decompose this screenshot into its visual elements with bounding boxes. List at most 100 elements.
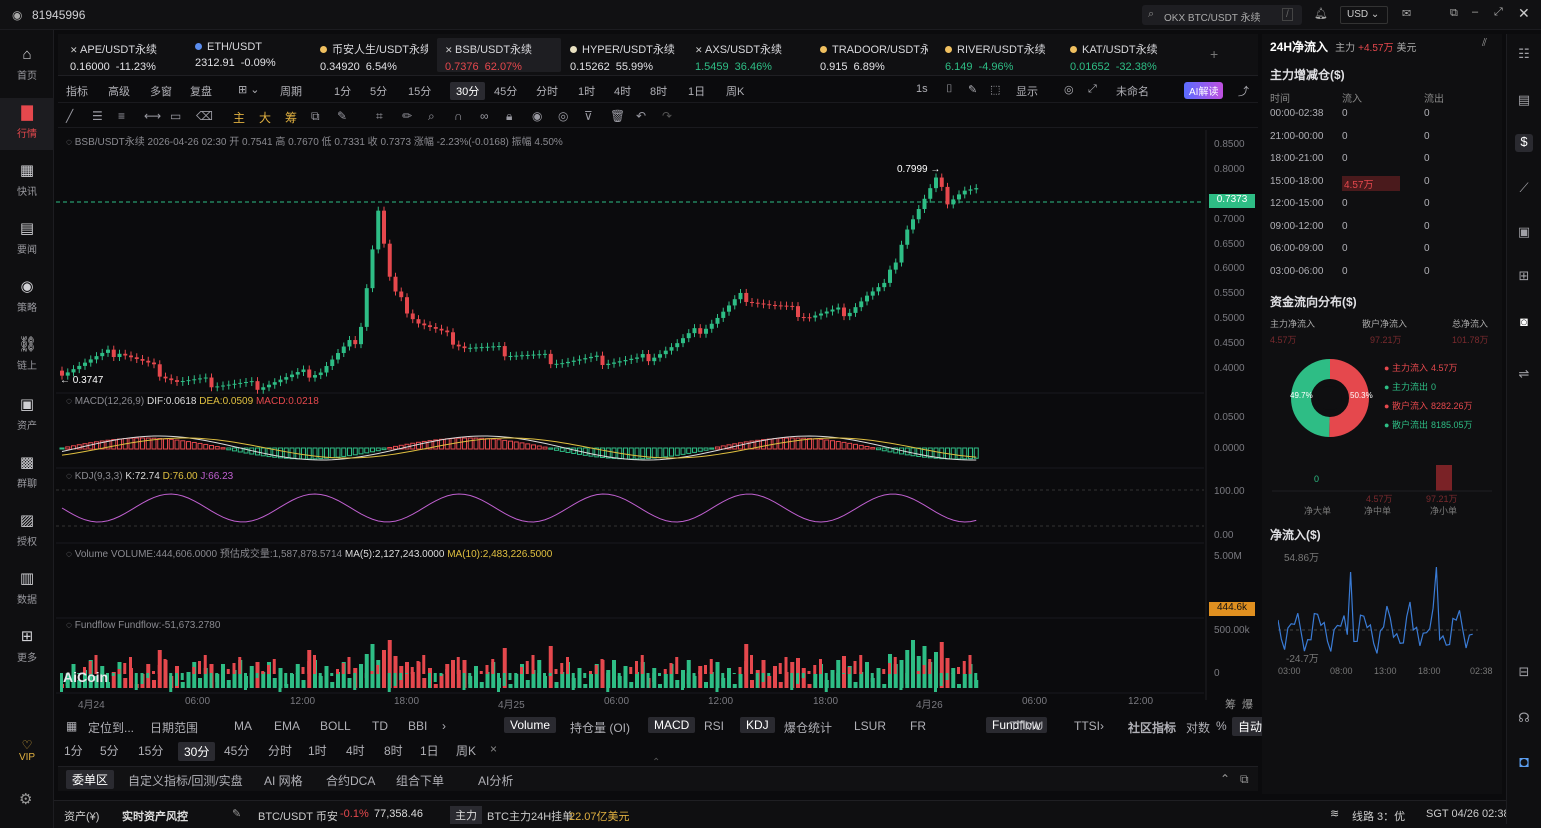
toolbar-6[interactable]: 5分	[370, 86, 388, 98]
indicator-9[interactable]: KDJ	[740, 717, 775, 733]
popout-icon[interactable]: ⧉	[1240, 772, 1249, 786]
date-range-select[interactable]: 日期范围	[150, 721, 199, 735]
toolbar-15[interactable]: 周K	[726, 86, 745, 98]
monitor-icon[interactable]: ▣	[1517, 224, 1531, 239]
measure-tool-icon[interactable]: ⌫	[196, 109, 213, 123]
search-input[interactable]: OKX BTC/USDT 永续	[1164, 13, 1261, 24]
nav-item-6[interactable]: ▣ 资产	[0, 390, 54, 442]
toolbar-right-3[interactable]: AI解读	[1184, 82, 1224, 99]
indicator-right-3[interactable]: 自动	[1232, 717, 1269, 736]
eye-icon[interactable]: ◎	[558, 109, 569, 123]
trend-icon[interactable]: ⟋	[1519, 180, 1529, 195]
timeframe-1[interactable]: 5分	[100, 744, 119, 758]
timeframe-9[interactable]: 1日	[420, 744, 439, 758]
bottom-tab-3[interactable]: 合约DCA	[326, 774, 376, 788]
indicator-0[interactable]: MA	[234, 719, 252, 733]
hlines-tool-icon[interactable]: ☰	[92, 109, 103, 123]
account-icon[interactable]: ◉	[12, 8, 23, 22]
indicator-right-1[interactable]: 对数	[1186, 721, 1211, 735]
ticker-pair[interactable]: BTC/USDT 币安	[258, 811, 338, 823]
indicator-3[interactable]: TD	[372, 719, 388, 733]
list-icon[interactable]: ☷	[1518, 46, 1530, 61]
toolbar-5[interactable]: 1分	[334, 86, 352, 98]
pair-tab[interactable]: ETH/USDT 2312.91 -0.09%	[187, 38, 311, 72]
nav-item-1[interactable]: ▇ 行情	[0, 98, 54, 150]
bottom-tab-2[interactable]: AI 网格	[264, 774, 303, 788]
headset-icon[interactable]: ☊	[1518, 710, 1530, 725]
pen-icon[interactable]: ✎	[968, 84, 978, 96]
collapse-icon[interactable]: ⌃	[1220, 772, 1231, 786]
timeframe-5[interactable]: 分时	[268, 744, 293, 758]
trash-icon[interactable]: 🗑︎	[610, 109, 626, 123]
indicator-4[interactable]: BBI	[408, 719, 428, 733]
indicator-11[interactable]: LSUR	[854, 719, 887, 733]
pencil-icon[interactable]: ✏	[402, 109, 413, 123]
chart-area[interactable]	[56, 130, 1259, 710]
bell-icon[interactable]: 🔔︎	[1314, 8, 1328, 20]
nav-item-8[interactable]: ▨ 授权	[0, 506, 54, 558]
select-icon[interactable]: ⬚	[990, 84, 1001, 96]
burst-icon[interactable]: 爆	[1242, 699, 1253, 711]
toolbar-1[interactable]: 高级	[108, 86, 130, 98]
collapse-handle[interactable]: ⌃	[652, 757, 661, 768]
indicator-right-0[interactable]: 社区指标	[1128, 721, 1177, 735]
indicator-10[interactable]: 爆仓统计	[784, 721, 833, 735]
hide-icon[interactable]: ◉	[532, 109, 543, 123]
toolbar-8[interactable]: 30分	[450, 82, 486, 100]
layers-icon[interactable]: ⧉	[311, 109, 320, 123]
maximize-icon[interactable]: ⤢	[1494, 6, 1503, 18]
indicator-5[interactable]: Volume	[504, 717, 557, 733]
chart-mini-icon[interactable]: ⫽	[1482, 37, 1487, 49]
indicator-13[interactable]: Fundflow	[986, 717, 1047, 733]
timeframe-7[interactable]: 4时	[346, 744, 365, 758]
scale-icon[interactable]: 筹	[1225, 699, 1236, 711]
indicator-8[interactable]: RSI	[704, 719, 725, 733]
pair-tab[interactable]: ✕ APE/USDT永续 0.16000 -11.23%	[62, 38, 186, 73]
nav-item-5[interactable]: ⛓ 链上	[0, 330, 54, 382]
infinity-icon[interactable]: ∞	[480, 109, 489, 123]
bottom-tab-1[interactable]: 自定义指标/回测/实盘	[128, 774, 243, 788]
settings-icon[interactable]: ◎	[1064, 84, 1074, 96]
bottom-tab-0[interactable]: 委单区	[66, 770, 115, 789]
grid-icon[interactable]: ⊞ ⌄	[238, 84, 260, 96]
nav-item-2[interactable]: ▦ 快讯	[0, 156, 54, 208]
parallel-tool-icon[interactable]: ≡	[118, 109, 126, 123]
camera-icon[interactable]: ⌷	[946, 83, 953, 95]
brush-icon[interactable]: ✎	[337, 109, 348, 123]
zoom-icon[interactable]: ⌕	[428, 109, 435, 123]
timeframe-8[interactable]: 8时	[384, 744, 403, 758]
toolbar-right-2[interactable]: 未命名	[1116, 86, 1149, 98]
toolbar-9[interactable]: 45分	[494, 86, 518, 98]
nav-item-10[interactable]: ⊞ 更多	[0, 622, 54, 674]
indicator-right-2[interactable]: %	[1216, 719, 1227, 733]
main-force-icon[interactable]: 主	[233, 111, 246, 125]
more-indicators-icon-2[interactable]: ›	[1100, 719, 1104, 733]
pair-tab[interactable]: ✕ AXS/USDT永续 1.5459 36.46%	[687, 38, 811, 73]
pair-tab[interactable]: HYPER/USDT永续 0.15262 55.99%	[562, 38, 686, 73]
layout-icon[interactable]: ⊟	[1518, 664, 1530, 679]
pair-tab[interactable]: RIVER/USDT永续 6.149 -4.96%	[937, 38, 1061, 73]
window-icon[interactable]: ⧉	[1450, 7, 1458, 19]
indicator-7[interactable]: MACD	[648, 717, 696, 733]
doc-icon[interactable]: ▤	[1517, 92, 1531, 107]
asset-label[interactable]: 资产(¥)	[64, 811, 100, 823]
timeframe-3[interactable]: 30分	[178, 742, 216, 761]
edit-icon[interactable]: ✎	[232, 808, 242, 820]
pair-tab[interactable]: TRADOOR/USDT永续 0.915 6.89%	[812, 38, 936, 73]
bot-icon[interactable]: ◙	[1520, 314, 1528, 329]
rect-tool-icon[interactable]: ▭	[170, 109, 182, 123]
toolbar-2[interactable]: 多窗	[150, 86, 172, 98]
dollar-icon[interactable]: $	[1515, 134, 1533, 152]
nav-item-3[interactable]: ▤ 要闻	[0, 214, 54, 266]
share-icon[interactable]: ⤴	[1238, 86, 1249, 98]
magnet-icon[interactable]: ∩	[454, 109, 463, 123]
timeframe-2[interactable]: 15分	[138, 744, 164, 758]
redo-icon[interactable]: ↷	[662, 109, 673, 123]
nav-item-0[interactable]: ⌂ 首页	[0, 40, 54, 92]
risk-label[interactable]: 实时资产风控	[122, 811, 188, 823]
calc-icon[interactable]: ⊞	[1518, 268, 1530, 283]
timeframe-4[interactable]: 45分	[224, 744, 250, 758]
undo-icon[interactable]: ↶	[636, 109, 647, 123]
pair-tab[interactable]: ✕ BSB/USDT永续 0.7376 62.07%	[437, 38, 561, 73]
chart-canvas[interactable]	[56, 130, 1259, 710]
